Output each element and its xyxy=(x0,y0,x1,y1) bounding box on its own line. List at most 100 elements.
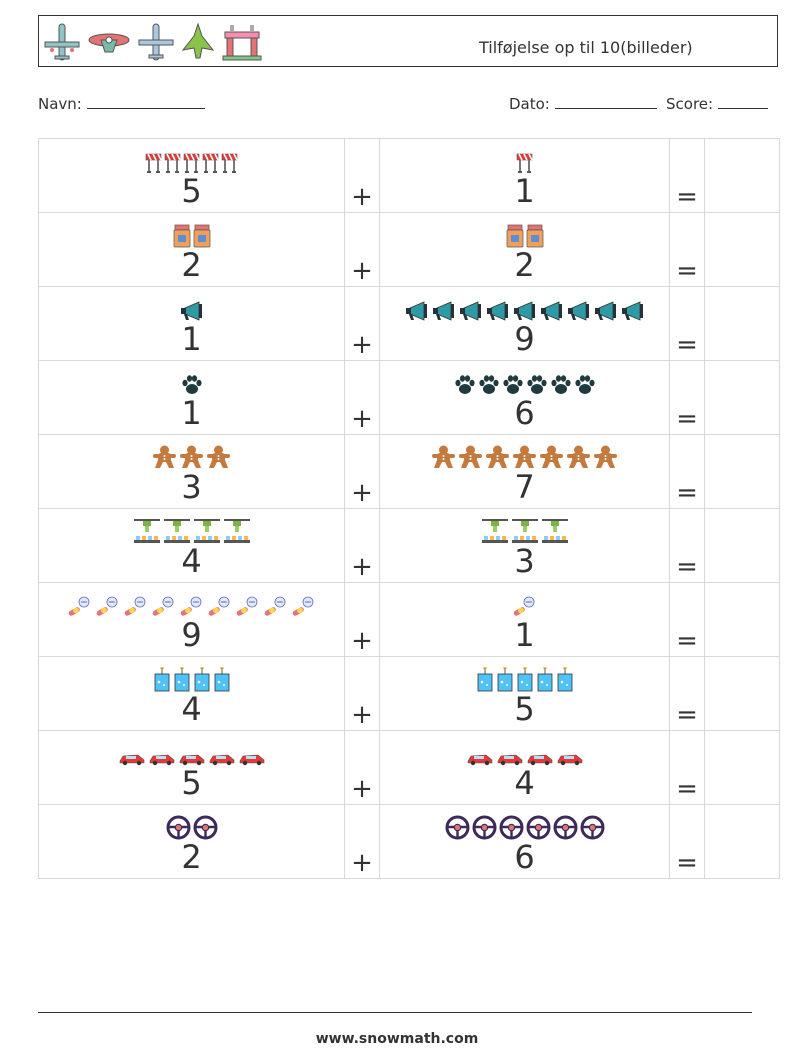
equals-sign: = xyxy=(669,212,705,287)
steering-wheel-icon xyxy=(445,815,470,840)
gingerbread-icon xyxy=(539,445,564,470)
score-label: Score: xyxy=(666,95,714,113)
paw-icon xyxy=(454,374,476,396)
pills-icon xyxy=(67,596,93,618)
problem-table: 5 +1 = 2 +2 = 1 +9 = 1 +6 = 3 +7 = 4 +3 = 9 +1 = 4 +5 = 5 +4 = 2 +6 = xyxy=(38,138,780,879)
lab-station-icon xyxy=(133,518,161,544)
problem-row: 5 +4 = xyxy=(38,730,780,805)
gingerbread-icon xyxy=(206,445,231,470)
beaker-icon xyxy=(173,666,191,692)
plus-sign: + xyxy=(344,286,380,361)
addend-a-number: 4 xyxy=(181,690,202,728)
date-label: Dato: xyxy=(509,95,550,113)
addend-a-number: 3 xyxy=(181,468,202,506)
car-icon xyxy=(148,752,176,766)
header-icons xyxy=(43,20,263,64)
addend-b-cell: 2 xyxy=(379,212,670,287)
jet-icon xyxy=(138,23,174,61)
megaphone-icon xyxy=(458,300,483,322)
addend-b-cell: 6 xyxy=(379,360,670,435)
barrier-icon xyxy=(221,152,238,174)
addend-a-cell: 4 xyxy=(38,508,345,583)
addend-a-pictures xyxy=(39,148,344,174)
answer-cell[interactable] xyxy=(704,582,780,657)
addend-b-cell: 3 xyxy=(379,508,670,583)
gingerbread-icon xyxy=(566,445,591,470)
answer-cell[interactable] xyxy=(704,286,780,361)
megaphone-icon xyxy=(404,300,429,322)
plus-sign: + xyxy=(344,360,380,435)
problem-row: 5 +1 = xyxy=(38,138,780,213)
car-icon xyxy=(466,752,494,766)
addend-a-number: 1 xyxy=(181,320,202,358)
megaphone-icon xyxy=(593,300,618,322)
paw-icon xyxy=(502,374,524,396)
answer-cell[interactable] xyxy=(704,804,780,879)
answer-cell[interactable] xyxy=(704,212,780,287)
megaphone-icon xyxy=(512,300,537,322)
paw-icon xyxy=(478,374,500,396)
answer-cell[interactable] xyxy=(704,730,780,805)
car-icon xyxy=(496,752,524,766)
addend-b-cell: 4 xyxy=(379,730,670,805)
gate-icon xyxy=(222,25,262,61)
car-icon xyxy=(208,752,236,766)
addend-b-number: 2 xyxy=(514,246,535,284)
addend-a-number: 2 xyxy=(181,246,202,284)
gingerbread-icon xyxy=(512,445,537,470)
problem-row: 4 +3 = xyxy=(38,508,780,583)
answer-cell[interactable] xyxy=(704,656,780,731)
barrier-icon xyxy=(145,152,162,174)
footer-url[interactable]: www.snowmath.com xyxy=(315,1031,479,1047)
addend-a-number: 2 xyxy=(181,838,202,876)
pills-icon xyxy=(151,596,177,618)
plus-sign: + xyxy=(344,212,380,287)
addend-a-cell: 5 xyxy=(38,138,345,213)
lab-station-icon xyxy=(193,518,221,544)
answer-cell[interactable] xyxy=(704,508,780,583)
beaker-icon xyxy=(193,666,211,692)
equals-sign: = xyxy=(669,730,705,805)
barrier-icon xyxy=(183,152,200,174)
gingerbread-icon xyxy=(593,445,618,470)
name-field[interactable]: Navn: xyxy=(38,94,205,113)
answer-cell[interactable] xyxy=(704,434,780,509)
score-blank[interactable] xyxy=(717,94,768,109)
worksheet-title: Tilføjelse op til 10(billeder) xyxy=(479,38,693,57)
plus-sign: + xyxy=(344,730,380,805)
equals-sign: = xyxy=(669,582,705,657)
addend-b-number: 3 xyxy=(514,542,535,580)
name-blank[interactable] xyxy=(86,94,205,109)
score-field[interactable]: Score: xyxy=(666,94,768,113)
pills-icon xyxy=(235,596,261,618)
problem-row: 1 +9 = xyxy=(38,286,780,361)
plus-sign: + xyxy=(344,804,380,879)
pills-icon xyxy=(207,596,233,618)
paw-icon xyxy=(181,374,203,396)
addend-a-pictures xyxy=(39,740,344,766)
steering-wheel-icon xyxy=(553,815,578,840)
airplane-icon xyxy=(44,23,80,61)
addend-b-pictures xyxy=(380,444,669,470)
answer-cell[interactable] xyxy=(704,138,780,213)
addend-a-pictures xyxy=(39,444,344,470)
pills-icon xyxy=(263,596,289,618)
addend-a-cell: 9 xyxy=(38,582,345,657)
plus-sign: + xyxy=(344,508,380,583)
megaphone-icon xyxy=(566,300,591,322)
addend-b-number: 6 xyxy=(514,838,535,876)
worksheet-header: Tilføjelse op til 10(billeder) xyxy=(38,15,778,67)
pills-icon xyxy=(512,596,538,618)
lab-station-icon xyxy=(163,518,191,544)
addend-a-pictures xyxy=(39,666,344,692)
addend-b-number: 7 xyxy=(514,468,535,506)
addend-b-number: 1 xyxy=(514,616,535,654)
date-blank[interactable] xyxy=(554,94,657,109)
addend-b-pictures xyxy=(380,222,669,248)
addend-a-cell: 2 xyxy=(38,212,345,287)
addend-a-pictures xyxy=(39,814,344,840)
answer-cell[interactable] xyxy=(704,360,780,435)
date-field[interactable]: Dato: xyxy=(509,94,657,113)
jar-icon xyxy=(526,224,544,248)
plus-sign: + xyxy=(344,582,380,657)
